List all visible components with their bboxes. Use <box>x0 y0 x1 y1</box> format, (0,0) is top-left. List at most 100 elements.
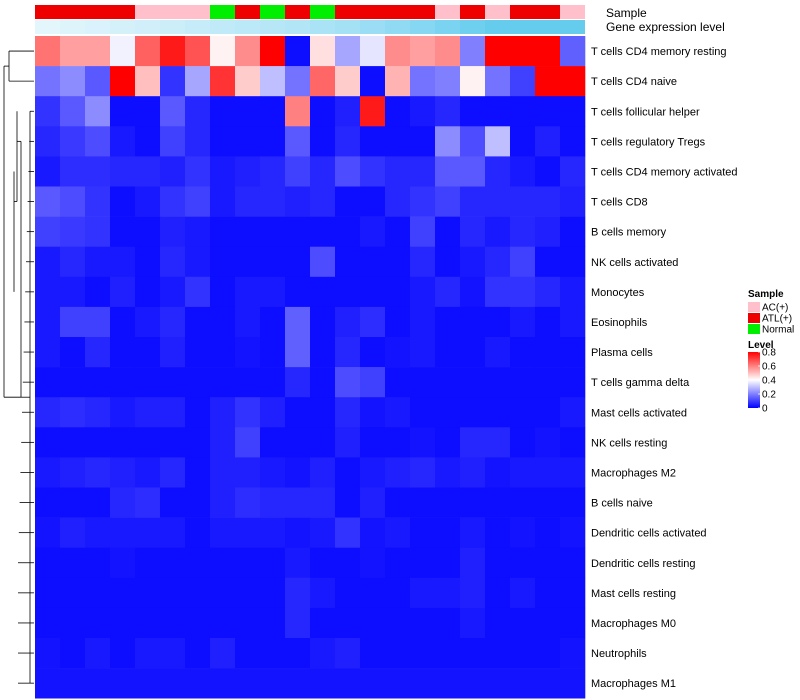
heatmap-cell <box>310 36 336 67</box>
heatmap-cell <box>410 547 436 579</box>
heatmap-cell <box>85 186 111 217</box>
heatmap-cell <box>185 367 211 398</box>
heatmap-cell <box>410 397 436 428</box>
heatmap-cell <box>35 457 61 488</box>
heatmap-cell <box>285 638 311 669</box>
sample-cell <box>435 5 460 19</box>
heatmap-cell <box>160 668 186 699</box>
heatmap-cell <box>35 156 61 187</box>
heatmap-cell <box>160 337 186 368</box>
heatmap-cell <box>160 126 186 157</box>
heatmap-cell <box>335 577 361 609</box>
heatmap-cell <box>535 186 561 217</box>
heatmap-cell <box>85 487 111 518</box>
legend-tick-label: 0.2 <box>762 390 776 401</box>
heatmap-cell <box>160 306 186 338</box>
heatmap-cell <box>285 126 311 157</box>
legend-tick-label: 0 <box>762 404 768 415</box>
heatmap-cell <box>310 156 336 187</box>
heatmap-cell <box>460 337 486 368</box>
heatmap-cell <box>435 577 461 609</box>
heatmap-cell <box>485 246 511 278</box>
gene-level-cell <box>285 20 310 34</box>
sample-cell <box>285 5 310 19</box>
heatmap-cell <box>285 457 311 488</box>
heatmap-cell <box>360 638 386 669</box>
heatmap-cell <box>60 427 86 458</box>
heatmap-cell <box>485 186 511 217</box>
heatmap-cell <box>160 156 186 187</box>
heatmap-cell <box>335 457 361 488</box>
heatmap-cell <box>260 397 286 428</box>
sample-cell <box>310 5 335 19</box>
heatmap-cell <box>310 517 336 548</box>
heatmap-cell <box>435 186 461 217</box>
heatmap-cell <box>235 517 261 548</box>
heatmap-cell <box>110 306 136 338</box>
sample-cell <box>460 5 485 19</box>
sample-cell <box>385 5 410 19</box>
heatmap-cell <box>335 126 361 157</box>
heatmap-cell <box>235 306 261 338</box>
heatmap-cell <box>385 457 411 488</box>
heatmap-cell <box>135 276 161 308</box>
heatmap-cell <box>335 276 361 308</box>
gene-level-cell <box>310 20 335 34</box>
heatmap-cell <box>110 367 136 398</box>
heatmap-cell <box>110 397 136 428</box>
gene-level-cell <box>535 20 560 34</box>
gene-level-cell <box>460 20 485 34</box>
heatmap-cell <box>60 547 86 579</box>
heatmap-cell <box>385 276 411 308</box>
heatmap-cell <box>35 186 61 217</box>
heatmap-cell <box>135 668 161 699</box>
heatmap-cell <box>60 517 86 548</box>
heatmap-cell <box>335 186 361 217</box>
heatmap-cell <box>510 156 536 187</box>
heatmap-cell <box>110 36 136 67</box>
heatmap-cell <box>335 487 361 518</box>
heatmap-cell <box>285 306 311 338</box>
heatmap-cell <box>460 66 486 97</box>
heatmap-cell <box>460 36 486 67</box>
sample-cell <box>85 5 110 19</box>
heatmap-cell <box>410 126 436 157</box>
heatmap-cell <box>185 487 211 518</box>
sample-cell <box>235 5 260 19</box>
heatmap-cell <box>185 96 211 127</box>
heatmap-cell <box>335 367 361 398</box>
heatmap-cell <box>435 126 461 157</box>
heatmap-cell <box>335 607 361 639</box>
heatmap-cell <box>260 367 286 398</box>
heatmap-cell <box>210 246 236 278</box>
heatmap-cell <box>235 186 261 217</box>
heatmap-cell <box>110 607 136 639</box>
heatmap-cell <box>560 427 586 458</box>
heatmap-cell <box>510 186 536 217</box>
heatmap-cell <box>360 397 386 428</box>
heatmap-cell <box>210 607 236 639</box>
heatmap-cell <box>135 397 161 428</box>
heatmap-cell <box>185 306 211 338</box>
heatmap-cell <box>510 306 536 338</box>
heatmap-cell <box>35 487 61 518</box>
heatmap-cell <box>560 668 586 699</box>
heatmap-cell <box>135 216 161 247</box>
heatmap-cell <box>385 397 411 428</box>
heatmap-cell <box>160 517 186 548</box>
heatmap-cell <box>110 638 136 669</box>
heatmap-cell <box>410 638 436 669</box>
heatmap-cell <box>360 367 386 398</box>
heatmap-cell <box>510 427 536 458</box>
heatmap-cell <box>485 457 511 488</box>
heatmap-cell <box>460 276 486 308</box>
heatmap-cell <box>235 457 261 488</box>
gene-level-cell <box>260 20 285 34</box>
heatmap-cell <box>185 246 211 278</box>
heatmap-cell <box>310 216 336 247</box>
heatmap-cell <box>135 517 161 548</box>
heatmap-cell <box>435 487 461 518</box>
heatmap-cell <box>310 276 336 308</box>
heatmap-cell <box>135 246 161 278</box>
heatmap-cell <box>460 487 486 518</box>
